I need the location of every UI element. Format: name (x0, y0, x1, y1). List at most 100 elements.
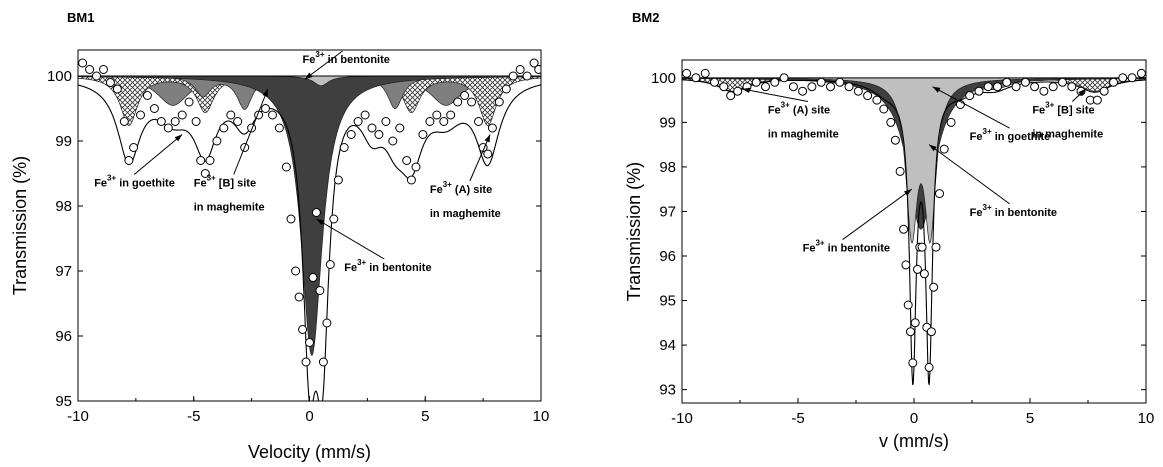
data-point (226, 110, 236, 120)
data-point (844, 82, 854, 92)
data-point (872, 95, 882, 105)
annotation: Fe3+ in bentonite (928, 144, 1057, 219)
data-point (1109, 77, 1118, 87)
y-tick-label: 96 (55, 328, 72, 345)
data-point (301, 357, 311, 367)
data-point (325, 260, 335, 269)
x-tick-label: 10 (1138, 410, 1155, 427)
annotation-label: in maghemite (194, 202, 265, 214)
x-axis-label: v (mm/s) (879, 431, 949, 451)
y-tick-label: 93 (659, 382, 676, 399)
annotation-arrow-line (304, 50, 343, 80)
data-point (798, 86, 808, 96)
annotation: Fe3+ in goethite (94, 134, 183, 190)
data-point (124, 156, 134, 165)
y-tick-label: 98 (55, 198, 72, 215)
data-point (910, 318, 920, 328)
data-point (807, 82, 817, 92)
annotation-label: Fe3+ in bentonite (344, 258, 431, 274)
x-tick-label: -5 (791, 410, 804, 427)
annotation-arrow-line (742, 88, 808, 102)
x-tick-label: 5 (1026, 410, 1034, 427)
data-point (853, 86, 863, 96)
data-point (1002, 77, 1012, 87)
data-point (965, 91, 975, 101)
data-point (508, 71, 518, 81)
data-point (142, 91, 152, 100)
panel-title: BM1 (67, 10, 94, 25)
data-point (360, 110, 370, 120)
x-tick-label: -10 (671, 410, 693, 427)
data-point (733, 86, 743, 96)
subspectrum-fill-light-3 (682, 77, 1146, 244)
data-point (946, 117, 956, 127)
data-point (522, 71, 532, 81)
annotation-arrow-line (316, 218, 385, 260)
data-point (886, 117, 896, 127)
data-point (261, 104, 270, 113)
data-point (156, 117, 166, 126)
data-point (788, 82, 798, 92)
data-point (286, 214, 296, 224)
data-point (105, 78, 115, 87)
annotation-arrowhead (484, 134, 491, 143)
data-point (119, 117, 129, 126)
x-tick-label: 0 (910, 410, 918, 427)
data-point (929, 282, 939, 292)
data-point (899, 224, 909, 234)
data-point (487, 123, 497, 133)
data-point (1039, 86, 1049, 96)
data-point (1099, 86, 1109, 96)
data-point (163, 123, 173, 133)
annotation-arrow-line (932, 86, 1010, 129)
data-point (446, 110, 456, 120)
x-tick-label: 0 (305, 408, 313, 425)
data-point (913, 264, 922, 274)
data-point (177, 110, 187, 120)
annotation-label: Fe3+ [B] site (1032, 100, 1094, 116)
data-point (205, 156, 215, 165)
data-point (1048, 82, 1058, 92)
x-tick-label: 5 (421, 408, 429, 425)
data-point (751, 77, 761, 87)
data-point (308, 273, 318, 282)
annotation-arrow-line (469, 134, 491, 182)
annotation: Fe3+ [B] site in maghemite (1032, 88, 1103, 140)
y-tick-label: 97 (659, 203, 676, 220)
annotation-arrowhead (903, 189, 912, 196)
data-point (761, 82, 770, 92)
data-point (879, 104, 889, 114)
annotation-arrowhead (1078, 88, 1086, 97)
data-point (901, 260, 911, 270)
data-point (935, 189, 944, 199)
data-point (983, 82, 993, 92)
annotation-arrow-line (133, 134, 183, 175)
y-tick-label: 100 (47, 68, 72, 85)
x-tick-label: -10 (67, 408, 89, 425)
data-point (863, 91, 873, 101)
annotation-label: Fe3+ in bentonite (303, 50, 390, 66)
annotation-label: Fe3+ in goethite (970, 127, 1051, 143)
data-point (710, 77, 719, 87)
data-point (926, 327, 936, 337)
annotation-arrow-line (928, 144, 1010, 205)
data-point (1030, 82, 1040, 92)
data-point (418, 130, 428, 139)
data-point (184, 97, 194, 107)
data-point (367, 123, 377, 133)
data-point (1058, 77, 1067, 87)
data-point (1020, 77, 1030, 87)
data-point (411, 162, 421, 172)
data-point (494, 97, 504, 107)
annotation-label: Fe3+ (A) site (768, 100, 830, 116)
y-tick-label: 100 (651, 70, 676, 87)
y-tick-label: 96 (659, 248, 676, 265)
data-point (233, 117, 243, 126)
data-point (474, 117, 483, 126)
y-tick-label: 95 (659, 293, 676, 310)
panel-title: BM2 (632, 10, 659, 25)
data-point (906, 327, 915, 337)
y-tick-label: 95 (55, 393, 72, 410)
data-point (835, 77, 845, 87)
data-point (191, 117, 201, 126)
